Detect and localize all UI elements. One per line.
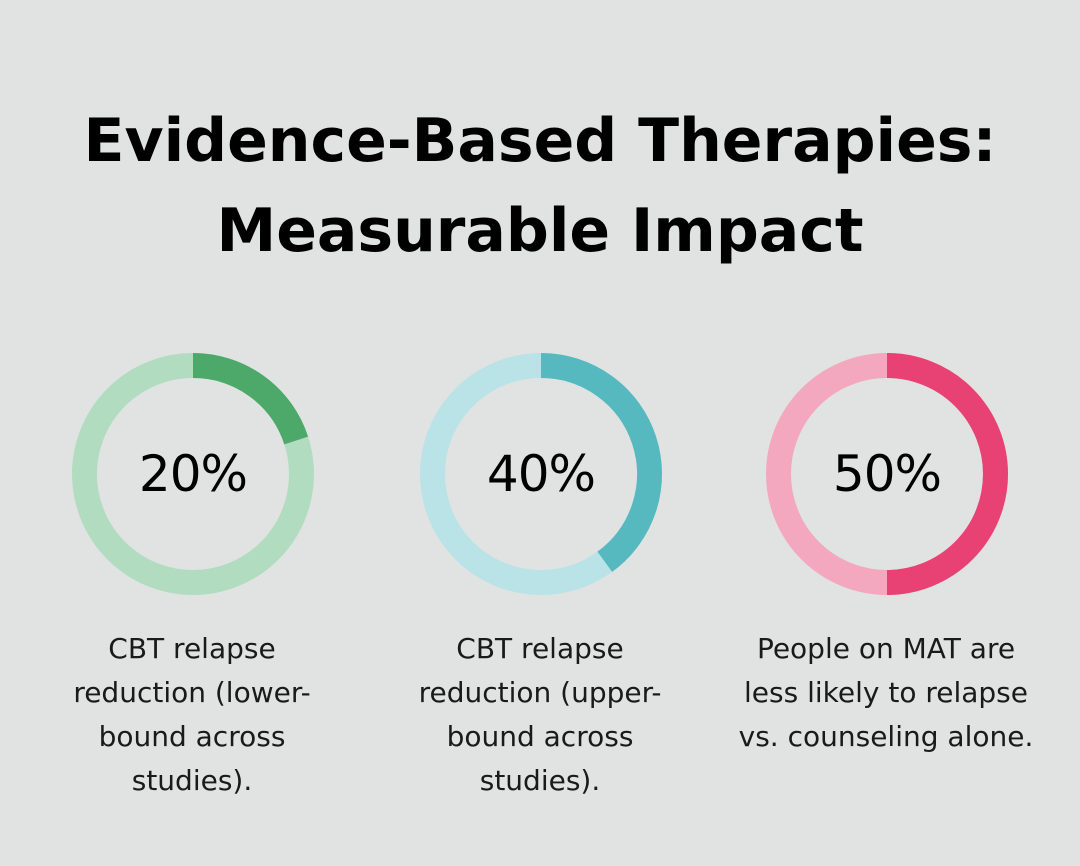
donut-chart <box>72 353 314 595</box>
stat-description-line: CBT relapse <box>108 632 276 665</box>
stat-description-line: People on MAT are <box>756 632 1016 665</box>
page-title-line-2: Measurable Impact <box>216 196 864 266</box>
stat-description: CBT relapse reduction (upper- bound acro… <box>390 627 690 803</box>
stat-description-line: less likely to relapse <box>744 676 1028 709</box>
stat-description-line: studies). <box>131 764 253 797</box>
donut-value-arc <box>192 353 309 445</box>
donut-value-arc <box>540 353 662 572</box>
stat-description-line: reduction (lower- <box>73 676 311 709</box>
donut-value-arc <box>886 353 1008 595</box>
stat-value: 50% <box>832 445 942 503</box>
stat-description-line: bound across <box>446 720 634 753</box>
stat-value: 20% <box>138 445 248 503</box>
stat-value: 40% <box>486 445 596 503</box>
stat-description: CBT relapse reduction (lower- bound acro… <box>42 627 342 803</box>
donut-chart <box>766 353 1008 595</box>
stat-description-line: reduction (upper- <box>418 676 662 709</box>
stat-description-line: bound across <box>98 720 286 753</box>
stat-description-line: studies). <box>479 764 601 797</box>
donut-chart <box>420 353 662 595</box>
page-title: Evidence-Based Therapies: Measurable Imp… <box>0 96 1080 276</box>
page-title-line-1: Evidence-Based Therapies: <box>83 106 997 176</box>
stat-description-line: vs. counseling alone. <box>738 720 1034 753</box>
stat-description: People on MAT are less likely to relapse… <box>736 627 1036 759</box>
stat-description-line: CBT relapse <box>456 632 624 665</box>
